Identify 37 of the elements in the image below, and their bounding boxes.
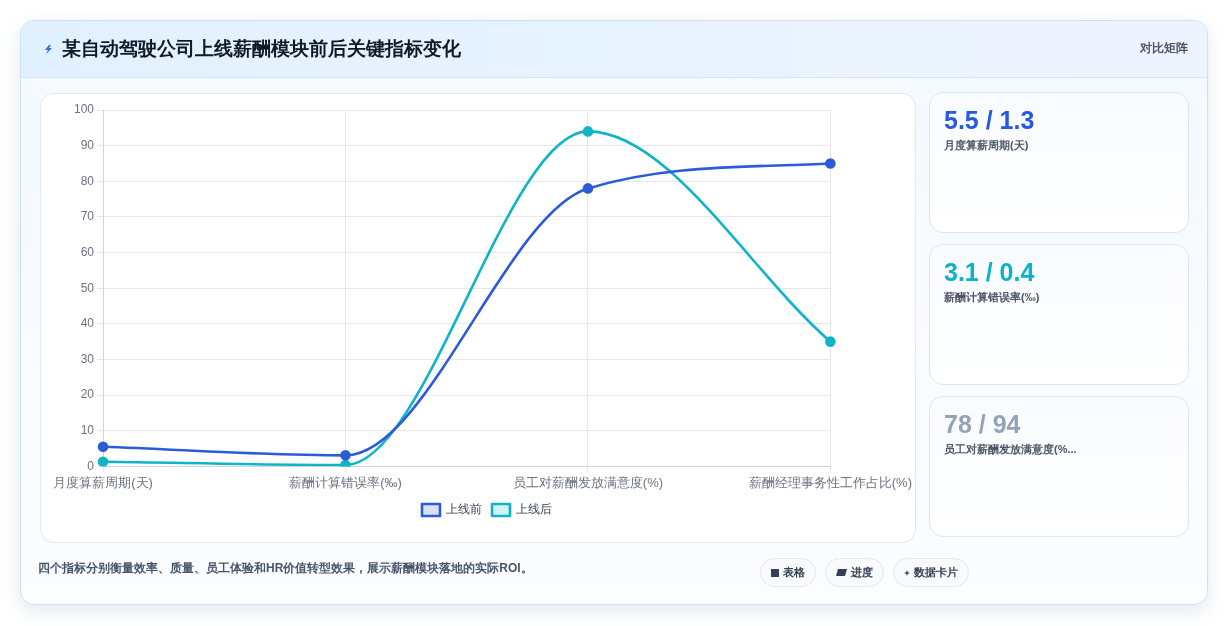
y-tick-label: 10 [80,423,95,438]
text: 对比矩阵 [1140,40,1188,56]
y-tick-label: 30 [80,351,95,366]
text: 78 / 94 [944,409,1022,439]
y-tick-label: 40 [80,316,95,331]
text: 5.5 / 1.3 [944,105,1036,135]
y-tick-label: 0 [87,458,95,473]
y-tick-label: 100 [73,102,95,117]
text: 月度算薪周期(天) [944,138,1030,153]
x-tick-label: 员工对薪酬发放满意度(%) [512,474,664,490]
text: 3.1 / 0.4 [944,257,1036,287]
y-tick-label: 90 [80,137,95,152]
x-tick-label: 薪酬经理事务性工作占比(%) [748,474,912,490]
y-tick-label: 70 [80,209,95,224]
chart-title: 某自动驾驶公司上线薪酬模块前后关键指标变化 [62,37,461,61]
point [582,183,594,194]
y-tick-label: 50 [80,280,95,295]
legend-label: 上线前 [446,502,482,517]
point [340,459,351,467]
point [582,126,594,137]
point [825,336,836,347]
point [97,456,109,467]
x-tick-label: 薪酬计算错误率(‰) [289,474,402,490]
point [340,450,351,461]
text: 薪酬计算错误率(‰) [944,290,1041,305]
point [825,158,836,169]
x-tick-label: 月度算薪周期(天) [53,474,153,490]
y-tick-label: 80 [80,173,95,188]
legend-label: 上线后 [516,502,552,517]
text: 员工对薪酬发放满意度(%... [944,442,1078,457]
point [97,441,109,453]
y-tick-label: 60 [80,244,95,259]
y-tick-label: 20 [80,387,95,402]
text: 表格 [783,565,805,580]
text: 数据卡片 [914,565,958,580]
text: 四个指标分别衡量效率、质量、员工体验和HR价值转型效果，展示薪酬模块落地的实际ROI。 [38,560,533,576]
text: 进度 [851,565,873,580]
